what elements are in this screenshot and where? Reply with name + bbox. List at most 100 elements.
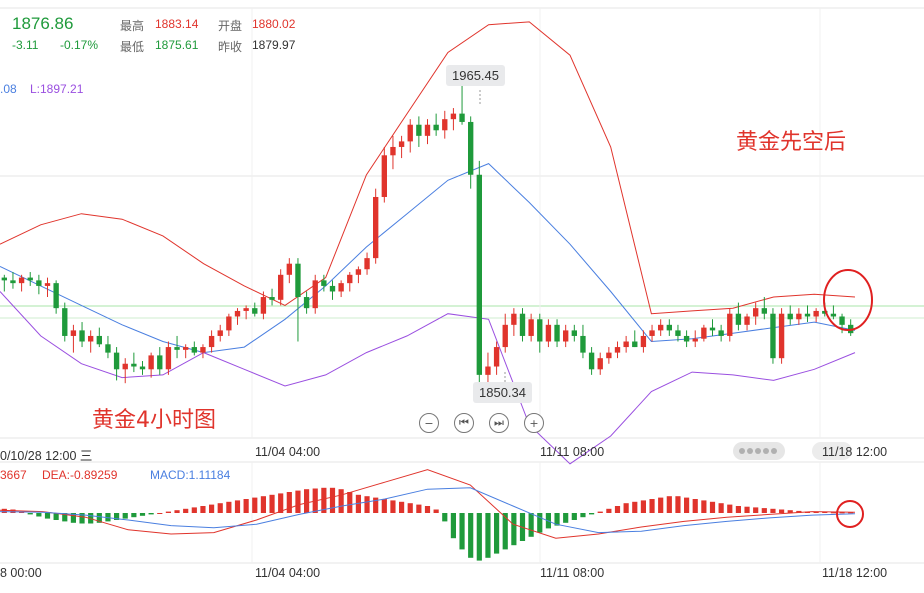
candle bbox=[718, 324, 724, 342]
step-forward-button[interactable]: ⏭ bbox=[489, 413, 509, 433]
candle-body bbox=[217, 330, 223, 336]
macd-dea-line bbox=[0, 487, 856, 534]
candle bbox=[537, 313, 543, 353]
candle bbox=[804, 305, 811, 323]
macd-bar bbox=[329, 487, 336, 513]
candle-body bbox=[260, 297, 267, 314]
candle-body bbox=[623, 341, 629, 348]
macd-bar bbox=[494, 513, 500, 554]
candle-body bbox=[131, 363, 137, 367]
macd-bar bbox=[278, 493, 284, 513]
zoom-in-button[interactable]: + bbox=[524, 413, 544, 433]
macd-bar bbox=[191, 507, 197, 513]
macd-bar bbox=[338, 489, 344, 513]
macd-bar bbox=[79, 513, 85, 524]
macd-bar bbox=[114, 513, 120, 520]
candle-body bbox=[468, 121, 474, 175]
candle-body bbox=[571, 330, 577, 336]
candle-body bbox=[321, 280, 327, 286]
macd-bar bbox=[373, 497, 379, 513]
low-label: 最低 bbox=[120, 40, 145, 54]
candle-body bbox=[614, 347, 621, 353]
candle bbox=[476, 160, 482, 398]
candle-body bbox=[226, 316, 232, 331]
candle-body bbox=[416, 124, 422, 136]
candle-body bbox=[476, 174, 482, 375]
macd-bar bbox=[131, 513, 137, 518]
macd-bar bbox=[554, 513, 560, 526]
candle bbox=[260, 291, 267, 320]
macd-bar bbox=[96, 513, 102, 523]
candle bbox=[390, 135, 396, 170]
candle bbox=[252, 302, 258, 317]
candle-body bbox=[839, 316, 845, 325]
candle-body bbox=[433, 124, 439, 131]
macd-bar bbox=[165, 511, 171, 513]
macd-bar bbox=[580, 513, 586, 518]
candle-body bbox=[295, 263, 301, 298]
macd-bar bbox=[364, 496, 370, 513]
candle-body bbox=[62, 308, 68, 336]
macd-bar bbox=[709, 501, 716, 513]
macd-bar bbox=[770, 508, 776, 513]
candle bbox=[727, 308, 733, 342]
skip-forward-icon: ⏭ bbox=[494, 416, 504, 429]
macd-bar bbox=[537, 513, 543, 533]
prev-close-label: 昨收 bbox=[218, 40, 243, 54]
candle bbox=[398, 135, 405, 159]
zoom-out-button[interactable]: − bbox=[419, 413, 439, 433]
candle-body bbox=[649, 330, 655, 336]
macd-bar bbox=[727, 504, 733, 513]
scroll-dot bbox=[755, 448, 761, 454]
boll-lower-line bbox=[0, 291, 856, 465]
candle bbox=[658, 319, 664, 336]
candle bbox=[597, 352, 603, 375]
candle bbox=[18, 274, 25, 292]
candle bbox=[580, 324, 586, 359]
boll-mid-legend: .08 bbox=[0, 82, 17, 96]
candle-body bbox=[208, 335, 215, 348]
macd-bar bbox=[209, 504, 215, 513]
candle-body bbox=[658, 324, 664, 331]
candle-body bbox=[718, 330, 724, 336]
candle-body bbox=[278, 274, 284, 300]
macd-bar bbox=[848, 512, 854, 514]
macd-bar bbox=[597, 511, 603, 513]
candle-body bbox=[640, 335, 647, 348]
candle-body bbox=[113, 352, 120, 370]
candle bbox=[226, 313, 232, 336]
candle-body bbox=[96, 335, 102, 345]
candle bbox=[778, 308, 785, 364]
candle bbox=[666, 319, 672, 336]
candle-body bbox=[139, 366, 146, 370]
candle bbox=[735, 302, 742, 331]
macd-bar bbox=[286, 492, 292, 513]
macd-dif-legend: 3667 bbox=[0, 468, 27, 482]
macd-bar bbox=[269, 494, 275, 513]
macd-bar bbox=[614, 506, 621, 513]
low-price-tag: 1850.34 bbox=[473, 382, 532, 403]
candle-body bbox=[36, 280, 42, 286]
macd-bar bbox=[675, 496, 681, 513]
scroll-dot bbox=[763, 448, 769, 454]
step-back-button[interactable]: ⏮ bbox=[454, 413, 474, 433]
macd-bar bbox=[148, 513, 154, 515]
macd-bar bbox=[122, 513, 128, 519]
candle-body bbox=[174, 347, 180, 350]
candle bbox=[545, 319, 552, 348]
macd-bar bbox=[157, 513, 163, 514]
candle-body bbox=[804, 313, 811, 317]
macd-bar bbox=[692, 499, 698, 513]
x-tick-main-0: 0/10/28 12:00 三 bbox=[0, 449, 93, 463]
candle bbox=[692, 330, 698, 348]
candle-body bbox=[459, 113, 465, 122]
candle-body bbox=[580, 335, 586, 353]
candle-body bbox=[88, 335, 94, 342]
candle-body bbox=[303, 297, 310, 309]
macd-bar bbox=[459, 513, 465, 550]
candle bbox=[70, 324, 77, 353]
candle bbox=[148, 352, 154, 378]
open-value: 1880.02 bbox=[252, 17, 296, 31]
macd-bar bbox=[183, 508, 189, 513]
